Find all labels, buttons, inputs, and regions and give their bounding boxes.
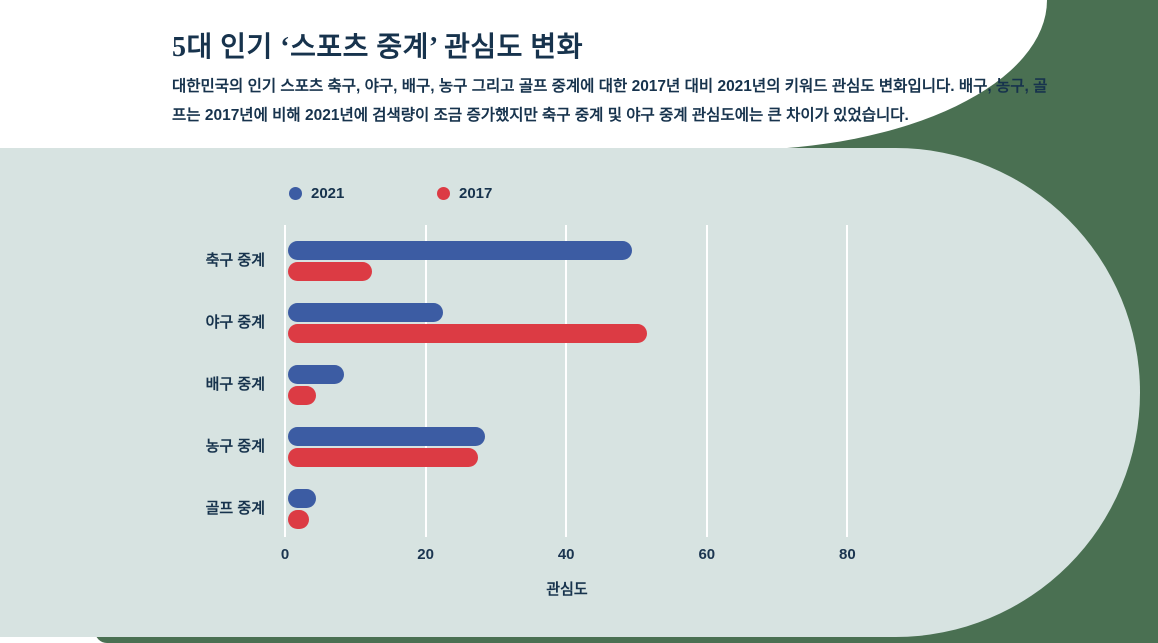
gridline-40 — [565, 225, 568, 537]
bar-2017-4 — [288, 510, 310, 529]
legend-item-2021: 2021 — [289, 183, 344, 203]
bar-2021-4 — [288, 489, 317, 508]
bar-2017-3 — [288, 448, 478, 467]
page-subtitle: 대한민국의 인기 스포츠 축구, 야구, 배구, 농구 그리고 골프 중계에 대… — [172, 77, 1048, 124]
x-tick-0: 0 — [280, 546, 290, 563]
legend-label-2017: 2017 — [459, 184, 493, 202]
bar-2021-2 — [288, 365, 345, 384]
header-card: 5대 인기 ‘스포츠 중계’ 관심도 변화 대한민국의 인기 스포츠 축구, 야… — [0, 0, 1047, 150]
legend-dot-2021 — [289, 186, 302, 200]
category-label-2: 배구 중계 — [205, 376, 265, 393]
category-label-3: 농구 중계 — [205, 438, 265, 455]
gridline-60 — [705, 225, 708, 537]
gridline-20 — [424, 225, 427, 537]
plot-area — [284, 225, 909, 537]
bar-2021-3 — [288, 427, 485, 446]
x-tick-80: 80 — [839, 546, 856, 563]
legend-item-2017: 2017 — [437, 183, 492, 203]
gridline-80 — [846, 225, 849, 537]
category-label-1: 야구 중계 — [205, 314, 265, 331]
bar-2017-0 — [288, 262, 373, 281]
legend-dot-2017 — [437, 186, 450, 200]
x-axis-label: 관심도 — [546, 581, 588, 598]
x-tick-20: 20 — [417, 546, 434, 563]
bar-2017-1 — [288, 324, 647, 343]
x-tick-40: 40 — [557, 546, 575, 563]
category-label-4: 골프 중계 — [205, 500, 265, 517]
bar-2021-0 — [288, 241, 633, 260]
page-title: 5대 인기 ‘스포츠 중계’ 관심도 변화 — [172, 31, 583, 63]
bar-2017-2 — [288, 386, 317, 405]
x-tick-60: 60 — [698, 546, 716, 563]
gridline-0 — [284, 225, 286, 537]
category-label-0: 축구 중계 — [205, 252, 265, 269]
legend-label-2021: 2021 — [311, 184, 345, 202]
bar-2021-1 — [288, 303, 443, 322]
